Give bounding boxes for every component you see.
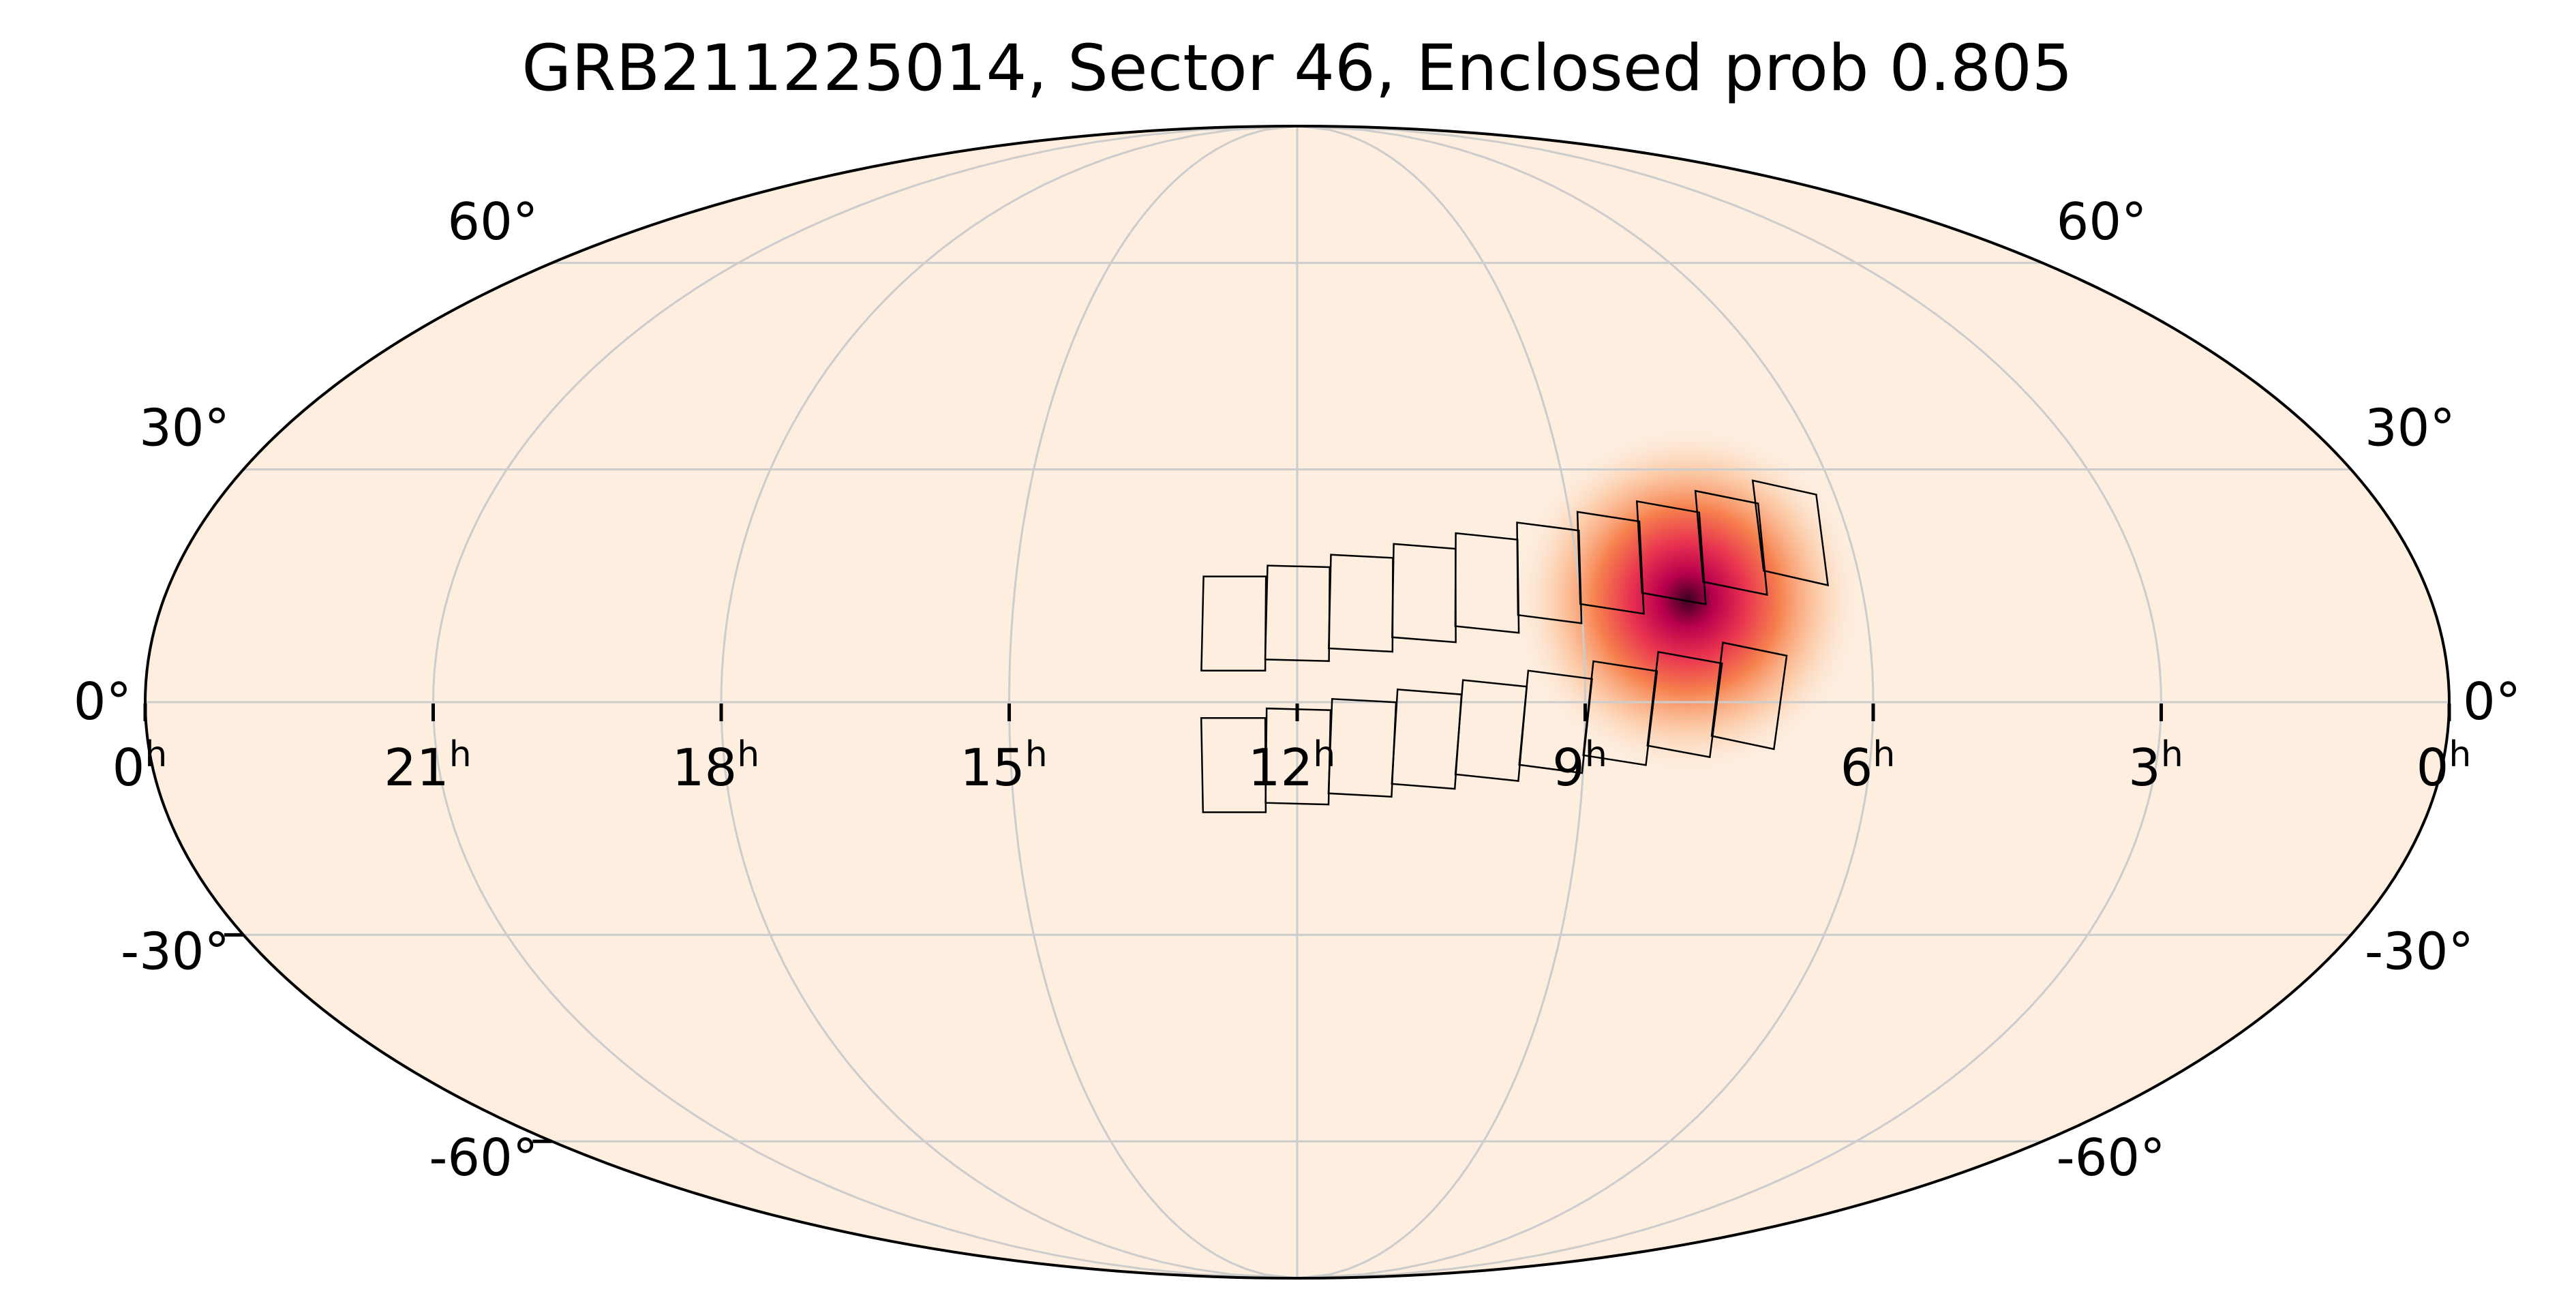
- ra-label-unit: h: [449, 734, 472, 775]
- ra-label-unit: h: [737, 734, 759, 775]
- dec-label-right: -30°: [2365, 921, 2474, 981]
- ra-label-unit: h: [1025, 734, 1048, 775]
- probability-map: [1510, 422, 1865, 777]
- meridian-line: [1297, 126, 1587, 1278]
- footprint-tile: [1710, 641, 1788, 751]
- ra-label: 3h: [2128, 734, 2183, 798]
- ra-label-hours: 12: [1248, 738, 1313, 798]
- ra-label-unit: h: [1313, 734, 1335, 775]
- dec-labels: 60° 60° 30° 30° 0° 0° -30° -30° -60° -60°: [74, 192, 2521, 1188]
- ra-label-hours: 3: [2128, 738, 2161, 798]
- ra-label-hours: 21: [384, 738, 449, 798]
- graticule: [145, 126, 2449, 1278]
- ra-label-hours: 6: [1840, 738, 1873, 798]
- dec-label-right: -60°: [2057, 1128, 2166, 1188]
- ra-label: 6h: [1840, 734, 1896, 798]
- dec-label-left: -30°: [121, 921, 230, 981]
- ra-label-hours: 0: [112, 738, 145, 798]
- dec-label-right: 60°: [2057, 192, 2147, 252]
- dec-label-left: 30°: [139, 398, 230, 458]
- footprint-tile: [1694, 489, 1768, 596]
- meridian-line: [1007, 126, 1298, 1278]
- dec-label-right: 30°: [2365, 398, 2455, 458]
- ra-label: 15h: [960, 734, 1047, 798]
- footprint-tile: [1751, 479, 1830, 587]
- ra-label-unit: h: [145, 734, 167, 775]
- ra-label-hours: 18: [672, 738, 737, 798]
- ra-label-unit: h: [2161, 734, 2183, 775]
- dec-label-left: 0°: [74, 671, 132, 731]
- ra-label: 21h: [384, 734, 471, 798]
- footprint-tile: [1646, 650, 1723, 759]
- ra-label-unit: h: [1873, 734, 1895, 775]
- ra-label: 0h: [2416, 734, 2472, 798]
- dec-label-left: 60°: [447, 192, 538, 252]
- meridian-line: [1297, 126, 1875, 1278]
- sky-outline: [144, 125, 2451, 1280]
- probability-peak: [1510, 422, 1865, 777]
- dec-label-right: 0°: [2463, 671, 2521, 731]
- ra-label: 12h: [1248, 734, 1335, 798]
- ra-label-unit: h: [1585, 734, 1607, 775]
- meridian-line: [1297, 126, 2163, 1278]
- tess-footprint: [1200, 479, 1830, 813]
- ra-label-unit: h: [2449, 734, 2471, 775]
- footprint-tile: [1582, 660, 1658, 766]
- ra-label: 9h: [1552, 734, 1607, 798]
- ra-label: 18h: [672, 734, 759, 798]
- dec-label-left: -60°: [429, 1128, 538, 1188]
- ra-label-hours: 0: [2416, 738, 2449, 798]
- meridian-line: [431, 126, 1298, 1278]
- ra-labels: 0h 21h 18h 15h 12h 9h 6h 3h 0h: [112, 734, 2472, 798]
- plot-title: GRB211225014, Sector 46, Enclosed prob 0…: [521, 31, 2072, 106]
- ra-label-hours: 9: [1552, 738, 1585, 798]
- footprint-tile: [1576, 511, 1645, 615]
- meridian-line: [720, 126, 1298, 1278]
- ra-label-hours: 15: [960, 738, 1025, 798]
- ra-ticks: [143, 704, 2451, 1143]
- ra-label: 0h: [112, 734, 168, 798]
- footprint-tile: [1635, 500, 1707, 605]
